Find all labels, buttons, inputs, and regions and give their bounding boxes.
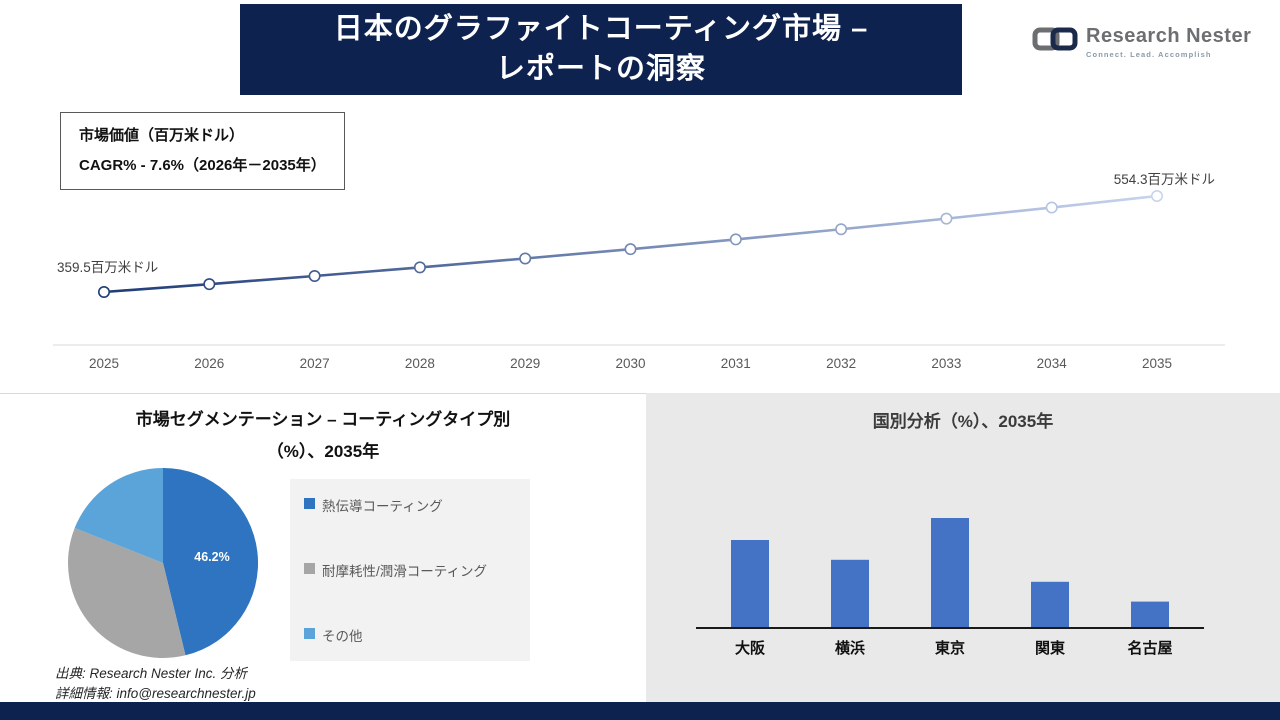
country-analysis-section: 国別分析（%）、2035年 大阪 横浜 東京 関東 名古屋: [646, 393, 1280, 702]
legend-swatch: [304, 498, 315, 509]
logo-text: Research Nester Connect. Lead. Accomplis…: [1086, 25, 1251, 59]
line-marker: [1045, 201, 1058, 214]
legend-item: 熱伝導コーティング: [304, 495, 516, 515]
start-value-label: 359.5百万米ドル: [57, 260, 158, 275]
year-tick-label: 2033: [931, 356, 961, 371]
pie-slice: [67, 528, 186, 659]
year-tick-label: 2025: [89, 356, 119, 371]
pie-legend: 熱伝導コーティング耐摩耗性/潤滑コーティング その他: [290, 479, 530, 661]
bar-category-label: 横浜: [835, 639, 865, 657]
bar: [1031, 581, 1069, 628]
country-bar-chart: 大阪 横浜 東京 関東 名古屋: [696, 518, 1204, 657]
year-tick-label: 2027: [300, 356, 330, 371]
chain-link-logo-icon: [1032, 24, 1078, 59]
legend-label: 熱伝導コーティング: [322, 499, 443, 514]
pie-slice: [163, 468, 259, 656]
year-tick-label: 2028: [405, 356, 435, 371]
contact-line: 詳細情報: info@researchnester.jp: [55, 686, 256, 702]
page-title-line1: 日本のグラファイトコーティング市場 –: [333, 13, 869, 46]
page-title-line2: レポートの洞察: [495, 52, 706, 85]
year-tick-label: 2031: [721, 356, 751, 371]
year-tick-label: 2030: [615, 356, 645, 371]
logo-tagline: Connect. Lead. Accomplish: [1086, 49, 1212, 59]
chart-info-box: 市場価値（百万米ドル） CAGR% - 7.6%（2026年－2035年）: [60, 112, 345, 190]
legend-item: その他: [304, 625, 516, 645]
year-tick-label: 2029: [510, 356, 540, 371]
market-value-line-chart: 2025 2026 2027 2028 2029 2030 2031 2032 2033 2034…: [53, 172, 1225, 371]
bar-chart-title: 国別分析（%）、2035年: [872, 412, 1054, 431]
bar-category-label: 大阪: [735, 639, 766, 657]
source-line: 出典: Research Nester Inc. 分析: [55, 666, 248, 681]
bar-category-label: 関東: [1035, 639, 1065, 657]
year-tick-label: 2034: [1037, 356, 1068, 371]
line-marker: [203, 278, 216, 291]
logo-name: Research Nester: [1086, 24, 1252, 47]
pie-percent-label: 46.2%: [194, 550, 229, 564]
source-note: 出典: Research Nester Inc. 分析 詳細情報: info@r…: [55, 664, 256, 705]
year-tick-label: 2026: [194, 356, 224, 371]
chart-info-line2: CAGR% - 7.6%（2026年－2035年）: [79, 157, 326, 174]
title-banner: 日本のグラファイトコーティング市場 – レポートの洞察: [240, 4, 962, 95]
segmentation-pie-chart: 46.2%: [67, 468, 259, 659]
line-marker: [519, 252, 532, 265]
pie-chart-title-line2: （%）、2035年: [266, 442, 380, 461]
legend-label: 耐摩耗性/潤滑コーティング: [322, 564, 487, 579]
line-marker: [940, 212, 953, 225]
line-marker: [1151, 190, 1164, 203]
bar-category-label: 名古屋: [1127, 639, 1172, 657]
bar-category-label: 東京: [935, 639, 965, 657]
legend-swatch: [304, 563, 315, 574]
line-marker: [97, 286, 110, 299]
bar: [831, 559, 869, 628]
line-marker: [308, 269, 321, 282]
legend-label: その他: [322, 629, 363, 644]
end-value-label: 554.3百万米ドル: [1114, 172, 1215, 187]
line-marker: [624, 243, 637, 256]
footer-bar: [0, 702, 1280, 720]
year-tick-label: 2032: [826, 356, 856, 371]
line-marker: [835, 223, 848, 236]
brand-logo: Research Nester Connect. Lead. Accomplis…: [1032, 24, 1251, 59]
legend-item: 耐摩耗性/潤滑コーティング: [304, 560, 516, 580]
bar: [1131, 601, 1169, 628]
chart-info-line1: 市場価値（百万米ドル）: [79, 127, 245, 144]
bar: [931, 518, 969, 628]
line-marker: [413, 261, 426, 274]
line-marker: [729, 233, 742, 246]
bar: [731, 540, 769, 628]
year-tick-label: 2035: [1142, 356, 1172, 371]
segmentation-section: 市場セグメンテーション – コーティングタイプ別 （%）、2035年 46.2%…: [0, 393, 646, 702]
pie-chart-title-line1: 市場セグメンテーション – コーティングタイプ別: [135, 410, 511, 429]
pie-slice: [74, 468, 163, 563]
legend-swatch: [304, 628, 315, 639]
